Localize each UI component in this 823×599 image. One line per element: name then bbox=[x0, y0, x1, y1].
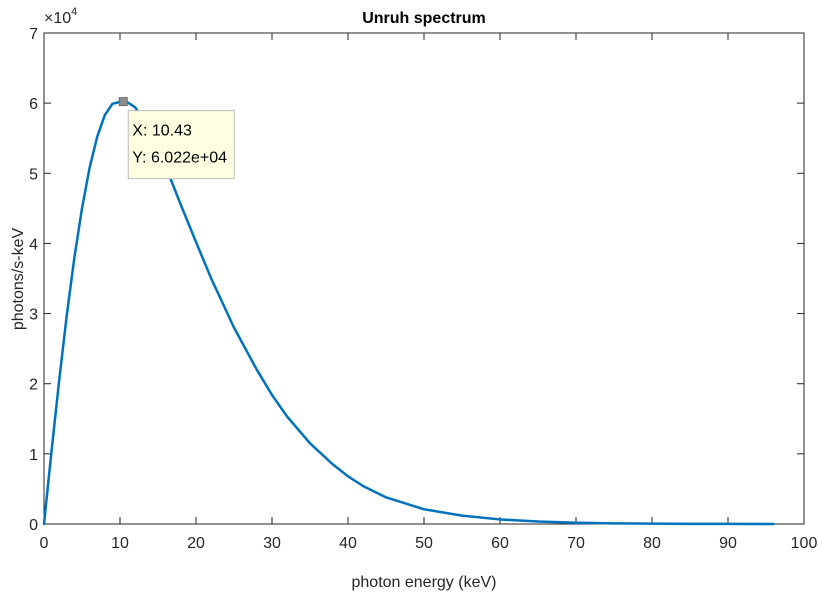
y-tick-label: 5 bbox=[29, 166, 38, 183]
x-tick-label: 40 bbox=[339, 535, 357, 552]
x-tick-label: 0 bbox=[40, 535, 49, 552]
datatip[interactable]: X: 10.43 Y: 6.022e+04 bbox=[118, 97, 235, 180]
y-exponent-label: ×104 bbox=[44, 6, 77, 27]
x-tick-label: 30 bbox=[263, 535, 281, 552]
datatip-x-text: X: 10.43 bbox=[132, 123, 192, 140]
x-tick-label: 100 bbox=[791, 535, 818, 552]
y-axis-ticks: 0 1 2 3 4 5 6 7 bbox=[29, 26, 804, 534]
x-tick-label: 10 bbox=[111, 535, 129, 552]
x-tick-label: 60 bbox=[491, 535, 509, 552]
y-tick-label: 1 bbox=[29, 447, 38, 464]
y-tick-label: 7 bbox=[29, 26, 38, 43]
datatip-box bbox=[127, 110, 235, 180]
x-tick-label: 50 bbox=[415, 535, 433, 552]
y-tick-label: 2 bbox=[29, 377, 38, 394]
datatip-marker[interactable] bbox=[118, 97, 128, 107]
datatip-y-text: Y: 6.022e+04 bbox=[132, 150, 227, 167]
y-exponent-power: 4 bbox=[71, 6, 77, 18]
x-tick-label: 20 bbox=[187, 535, 205, 552]
y-tick-label: 3 bbox=[29, 307, 38, 324]
x-axis-ticks: 0 10 20 30 40 50 60 70 80 90 100 bbox=[40, 33, 818, 552]
series-line bbox=[42, 100, 775, 526]
x-tick-label: 90 bbox=[719, 535, 737, 552]
x-tick-label: 70 bbox=[567, 535, 585, 552]
x-axis-label: photon energy (keV) bbox=[352, 574, 497, 591]
y-tick-label: 4 bbox=[29, 236, 38, 253]
y-tick-label: 0 bbox=[29, 517, 38, 534]
chart-title: Unruh spectrum bbox=[362, 10, 486, 27]
y-tick-label: 6 bbox=[29, 96, 38, 113]
y-axis-label: photons/s-keV bbox=[10, 228, 27, 331]
y-exponent-base: ×10 bbox=[44, 10, 71, 27]
series-layer bbox=[42, 100, 775, 526]
x-tick-label: 80 bbox=[643, 535, 661, 552]
